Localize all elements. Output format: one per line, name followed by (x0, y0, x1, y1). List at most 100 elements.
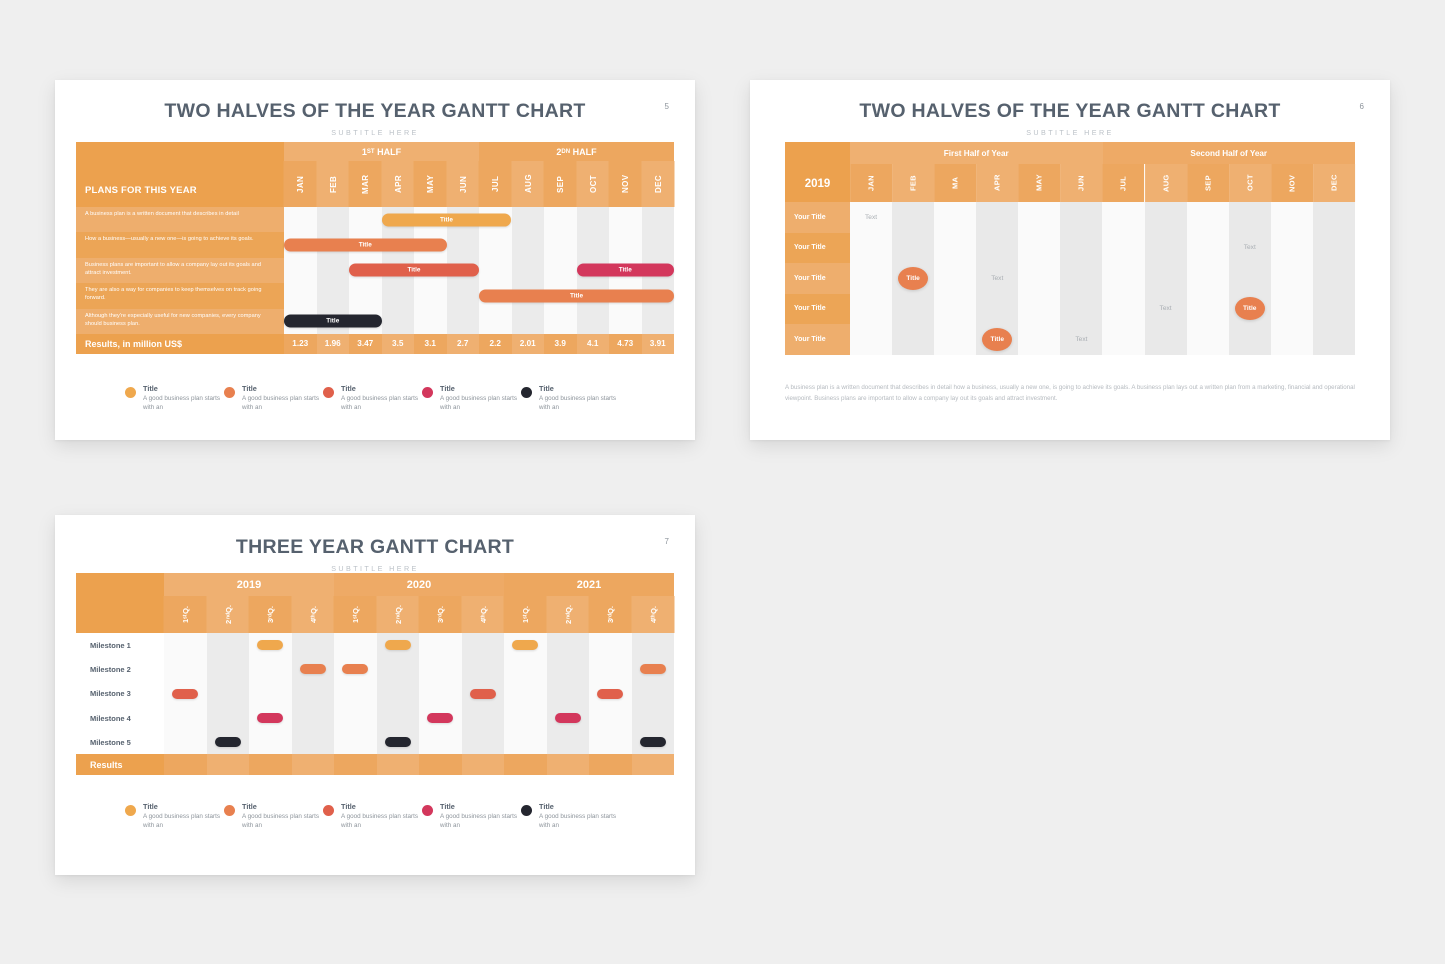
gantt-cell (1271, 202, 1313, 233)
legend-color-dot (323, 387, 334, 398)
quarter-number: 1 (520, 618, 530, 623)
gantt-cell (1271, 324, 1313, 355)
legend-text: Title A good business plan starts with an (341, 384, 422, 413)
legend-color-dot (224, 387, 235, 398)
legend-description: A good business plan starts with an (242, 813, 320, 830)
month-header-apr: APR (976, 164, 1019, 202)
milestone-marker[interactable] (299, 664, 326, 675)
gantt-bar[interactable]: Title (284, 238, 447, 252)
milestone-row (164, 706, 674, 730)
results-row: Results (76, 754, 674, 776)
gantt-cell (1229, 263, 1271, 294)
gantt-bar[interactable]: Title (284, 314, 382, 328)
legend-color-dot (224, 805, 235, 816)
quarter-number: 1 (180, 618, 190, 623)
milestone-cell (419, 706, 462, 730)
legend-item: Title A good business plan starts with an (422, 802, 521, 831)
legend-color-dot (323, 805, 334, 816)
slide-three-year-gantt[interactable]: THREE YEAR GANTT CHART SUBTITLE HERE 7 2… (55, 515, 695, 875)
milestone-marker[interactable] (257, 713, 284, 724)
bubble-marker[interactable]: Title (982, 327, 1013, 351)
quarter-ordinal: rd (437, 613, 444, 619)
milestone-marker[interactable] (384, 640, 411, 651)
milestone-marker[interactable] (597, 688, 624, 699)
gantt-grid: Title Title Title Title Title Title (284, 207, 674, 334)
gantt-cell (1229, 324, 1271, 355)
milestone-cell (547, 633, 590, 657)
milestone-cell (334, 657, 377, 681)
gantt-cell (934, 233, 976, 264)
milestone-marker[interactable] (639, 737, 666, 748)
gantt-bar[interactable]: Title (576, 263, 674, 277)
gantt-cell (850, 233, 892, 264)
month-header-jun: JUN (446, 161, 479, 207)
slide-two-halves-bubbles[interactable]: TWO HALVES OF THE YEAR GANTT CHART SUBTI… (750, 80, 1390, 440)
quarter-number: 1 (350, 618, 360, 623)
result-value: 3.9 (544, 333, 577, 354)
quarter-suffix: Q. (648, 606, 658, 615)
grid-column (1312, 202, 1355, 355)
result-value: 1.96 (316, 333, 349, 354)
result-value: 3.5 (381, 333, 414, 354)
result-value: 3.47 (349, 333, 382, 354)
milestone-label-column: Milestone 1 Milestone 2 Milestone 3 Milesto… (76, 633, 164, 755)
legend-text: Title A good business plan starts with an (341, 802, 422, 831)
result-cell (334, 754, 377, 776)
page-title: THREE YEAR GANTT CHART (235, 536, 515, 558)
milestone-marker[interactable] (427, 713, 454, 724)
month-header-dec: DEC (641, 161, 674, 207)
milestone-cell (632, 657, 675, 681)
gantt-cell (850, 263, 892, 294)
gantt-cell: Text (1060, 324, 1102, 355)
milestone-marker[interactable] (214, 737, 241, 748)
milestone-marker[interactable] (639, 664, 666, 675)
quarter-number: 2 (563, 619, 573, 624)
description-paragraph: A business plan is a written document th… (785, 384, 1355, 402)
legend-description: A good business plan starts with an (539, 813, 617, 830)
legend-color-dot (521, 387, 532, 398)
result-cell (504, 754, 547, 776)
result-cell (249, 754, 292, 776)
gantt-cell (1102, 233, 1144, 264)
milestone-cell (589, 682, 632, 706)
grid-column (546, 633, 589, 755)
bubble-marker[interactable]: Title (1234, 297, 1265, 321)
milestone-marker[interactable] (384, 737, 411, 748)
quarter-number: 2 (393, 619, 403, 624)
legend-title: Title (143, 802, 158, 811)
milestone-marker[interactable] (342, 664, 369, 675)
gantt-bar[interactable]: Title (348, 263, 479, 277)
milestone-marker[interactable] (257, 640, 284, 651)
milestone-cell (207, 633, 250, 657)
gantt-bar[interactable]: Title (381, 213, 512, 227)
milestone-row (164, 657, 674, 681)
legend-description: A good business plan starts with an (242, 395, 320, 412)
legend-item: Title A good business plan starts with an (125, 384, 224, 413)
legend-title: Title (539, 802, 554, 811)
milestone-marker[interactable] (512, 640, 539, 651)
legend-description: A good business plan starts with an (341, 395, 419, 412)
gantt-bar[interactable]: Title (479, 289, 674, 303)
month-header-aug: AUG (511, 161, 544, 207)
milestone-cell (292, 706, 335, 730)
year-header-cell: 2019 (785, 142, 850, 202)
slide-two-halves-gantt[interactable]: TWO HALVES OF THE YEAR GANTT CHART SUBTI… (55, 80, 695, 440)
milestone-cell (589, 657, 632, 681)
quarter-suffix: Q. (563, 605, 573, 614)
milestone-marker[interactable] (469, 688, 496, 699)
grid-column (316, 207, 349, 334)
gantt-grid: Text Text Title Text Text Title Title Text (850, 202, 1355, 355)
milestone-cell (589, 633, 632, 657)
milestone-marker[interactable] (172, 688, 199, 699)
gantt-cell (1145, 202, 1187, 233)
quarter-suffix: Q. (308, 606, 318, 615)
milestone-cell (547, 657, 590, 681)
milestone-marker[interactable] (554, 713, 581, 724)
cell-text: Text (991, 274, 1004, 282)
task-label-column: A business plan is a written document th… (76, 207, 284, 334)
gantt-cell (1102, 294, 1144, 325)
gantt-cell (892, 324, 934, 355)
bubble-marker[interactable]: Title (898, 266, 929, 290)
